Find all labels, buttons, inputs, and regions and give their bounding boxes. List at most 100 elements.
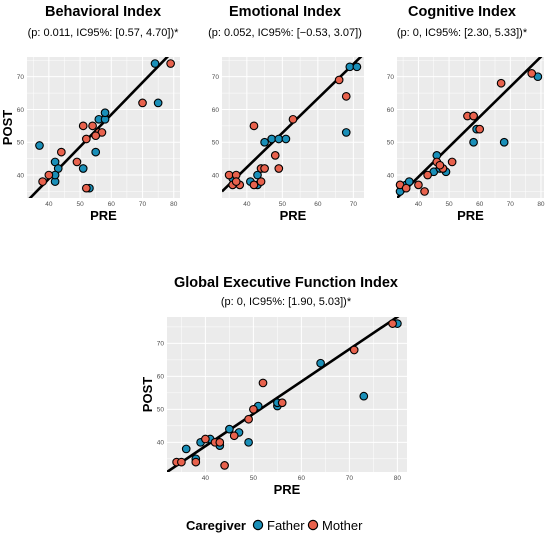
panel-subtitle: (p: 0, IC95%: [2.30, 5.33])* [397,27,528,39]
data-point-father [316,358,325,368]
data-point-father [499,137,509,147]
y-tick-label: 70 [157,341,165,348]
y-tick-label: 60 [387,107,395,114]
data-point-father [352,62,362,72]
regression-line [397,57,543,198]
legend-title: Caregiver [186,518,246,533]
data-point-father [267,134,277,144]
data-point-father [469,137,478,147]
y-tick-label: 50 [17,140,25,147]
data-point-father [35,141,44,150]
data-point-father [78,164,88,173]
series-mother [38,59,175,193]
data-point-mother [469,111,478,121]
x-tick-label: 60 [476,201,484,208]
data-point-father [274,134,284,144]
data-point-mother [401,183,411,193]
panel-title: Emotional Index [229,4,341,20]
x-axis-label: PRE [90,208,117,223]
panel-title: Global Executive Function Index [174,275,398,291]
y-tick-label: 50 [212,140,220,147]
x-tick-label: 40 [45,201,53,208]
x-tick-label: 50 [76,201,84,208]
data-point-mother [435,160,445,170]
x-tick-label: 70 [507,201,515,208]
legend-swatch-mother [307,519,319,531]
data-point-mother [78,121,88,131]
data-point-mother [191,457,201,467]
data-point-father [253,170,262,180]
data-point-mother [88,121,97,131]
x-tick-label: 80 [537,201,545,208]
series-mother [224,75,351,190]
x-tick-label: 40 [243,201,251,208]
data-point-father [359,391,369,401]
data-point-mother [420,187,429,196]
data-point-mother [388,319,397,328]
data-point-mother [496,78,506,88]
data-point-father [225,424,234,434]
legend-swatch-father [252,519,264,531]
panel-title: Behavioral Index [45,4,161,20]
data-point-mother [138,98,147,108]
y-tick-label: 50 [157,407,165,414]
y-tick-label: 50 [387,140,395,147]
y-tick-label: 40 [212,172,220,179]
data-point-mother [341,91,351,101]
data-point-mother [177,457,186,467]
data-point-mother [270,151,280,160]
data-point-mother [56,147,66,157]
x-axis-label: PRE [280,208,307,223]
y-tick-label: 70 [212,74,220,81]
legend: Caregiver Father Mother [186,518,363,533]
data-point-mother [224,170,234,180]
data-point-mother [277,398,287,408]
series-father [35,59,163,193]
y-axis-label: POST [0,110,15,145]
x-tick-label: 60 [314,201,322,208]
data-point-father [150,59,160,68]
x-tick-label: 50 [250,475,258,482]
data-point-mother [249,180,259,190]
panel-2: Cognitive Index (p: 0, IC95%: [2.30, 5.33… [387,4,545,223]
data-point-father [91,147,101,157]
x-tick-label: 80 [394,475,402,482]
data-point-mother [229,431,239,441]
data-point-father [181,444,191,454]
x-tick-label: 50 [445,201,453,208]
x-tick-label: 50 [279,201,287,208]
y-tick-label: 70 [17,74,25,81]
data-point-mother [249,404,258,414]
y-tick-label: 60 [17,107,25,114]
y-axis-label: POST [140,377,155,412]
x-tick-label: 80 [170,201,178,208]
x-axis-label: PRE [457,208,484,223]
x-tick-label: 60 [108,201,116,208]
data-point-mother [423,170,432,180]
data-point-mother [38,177,47,186]
legend-label-mother: Mother [322,518,363,533]
data-point-mother [334,75,344,85]
y-tick-label: 60 [212,107,220,114]
panel-3: Global Executive Function Index (p: 0, IC… [140,275,407,497]
x-axis-label: PRE [274,482,301,497]
data-point-mother [256,177,266,186]
x-tick-label: 40 [415,201,423,208]
panel-0: Behavioral Index (p: 0.011, IC95%: [0.57,… [0,4,180,223]
data-point-mother [231,177,241,186]
data-point-mother [215,437,225,447]
data-point-mother [260,164,269,173]
x-tick-label: 70 [346,475,354,482]
panel-subtitle: (p: 0, IC95%: [1.90, 5.03])* [221,296,352,308]
regression-line [167,317,400,472]
data-point-father [281,134,291,144]
data-point-mother [349,345,359,355]
data-point-mother [166,59,175,68]
y-tick-label: 40 [17,172,25,179]
data-point-mother [91,131,101,141]
data-point-mother [244,414,253,424]
data-point-father [260,137,269,147]
y-tick-label: 40 [387,172,395,179]
